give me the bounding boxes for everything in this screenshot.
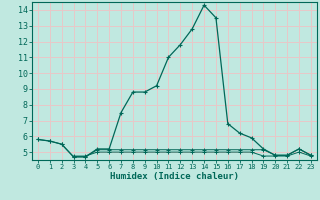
X-axis label: Humidex (Indice chaleur): Humidex (Indice chaleur)	[110, 172, 239, 181]
